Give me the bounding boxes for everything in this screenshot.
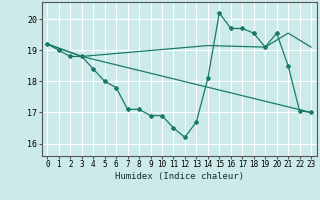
X-axis label: Humidex (Indice chaleur): Humidex (Indice chaleur) bbox=[115, 172, 244, 181]
